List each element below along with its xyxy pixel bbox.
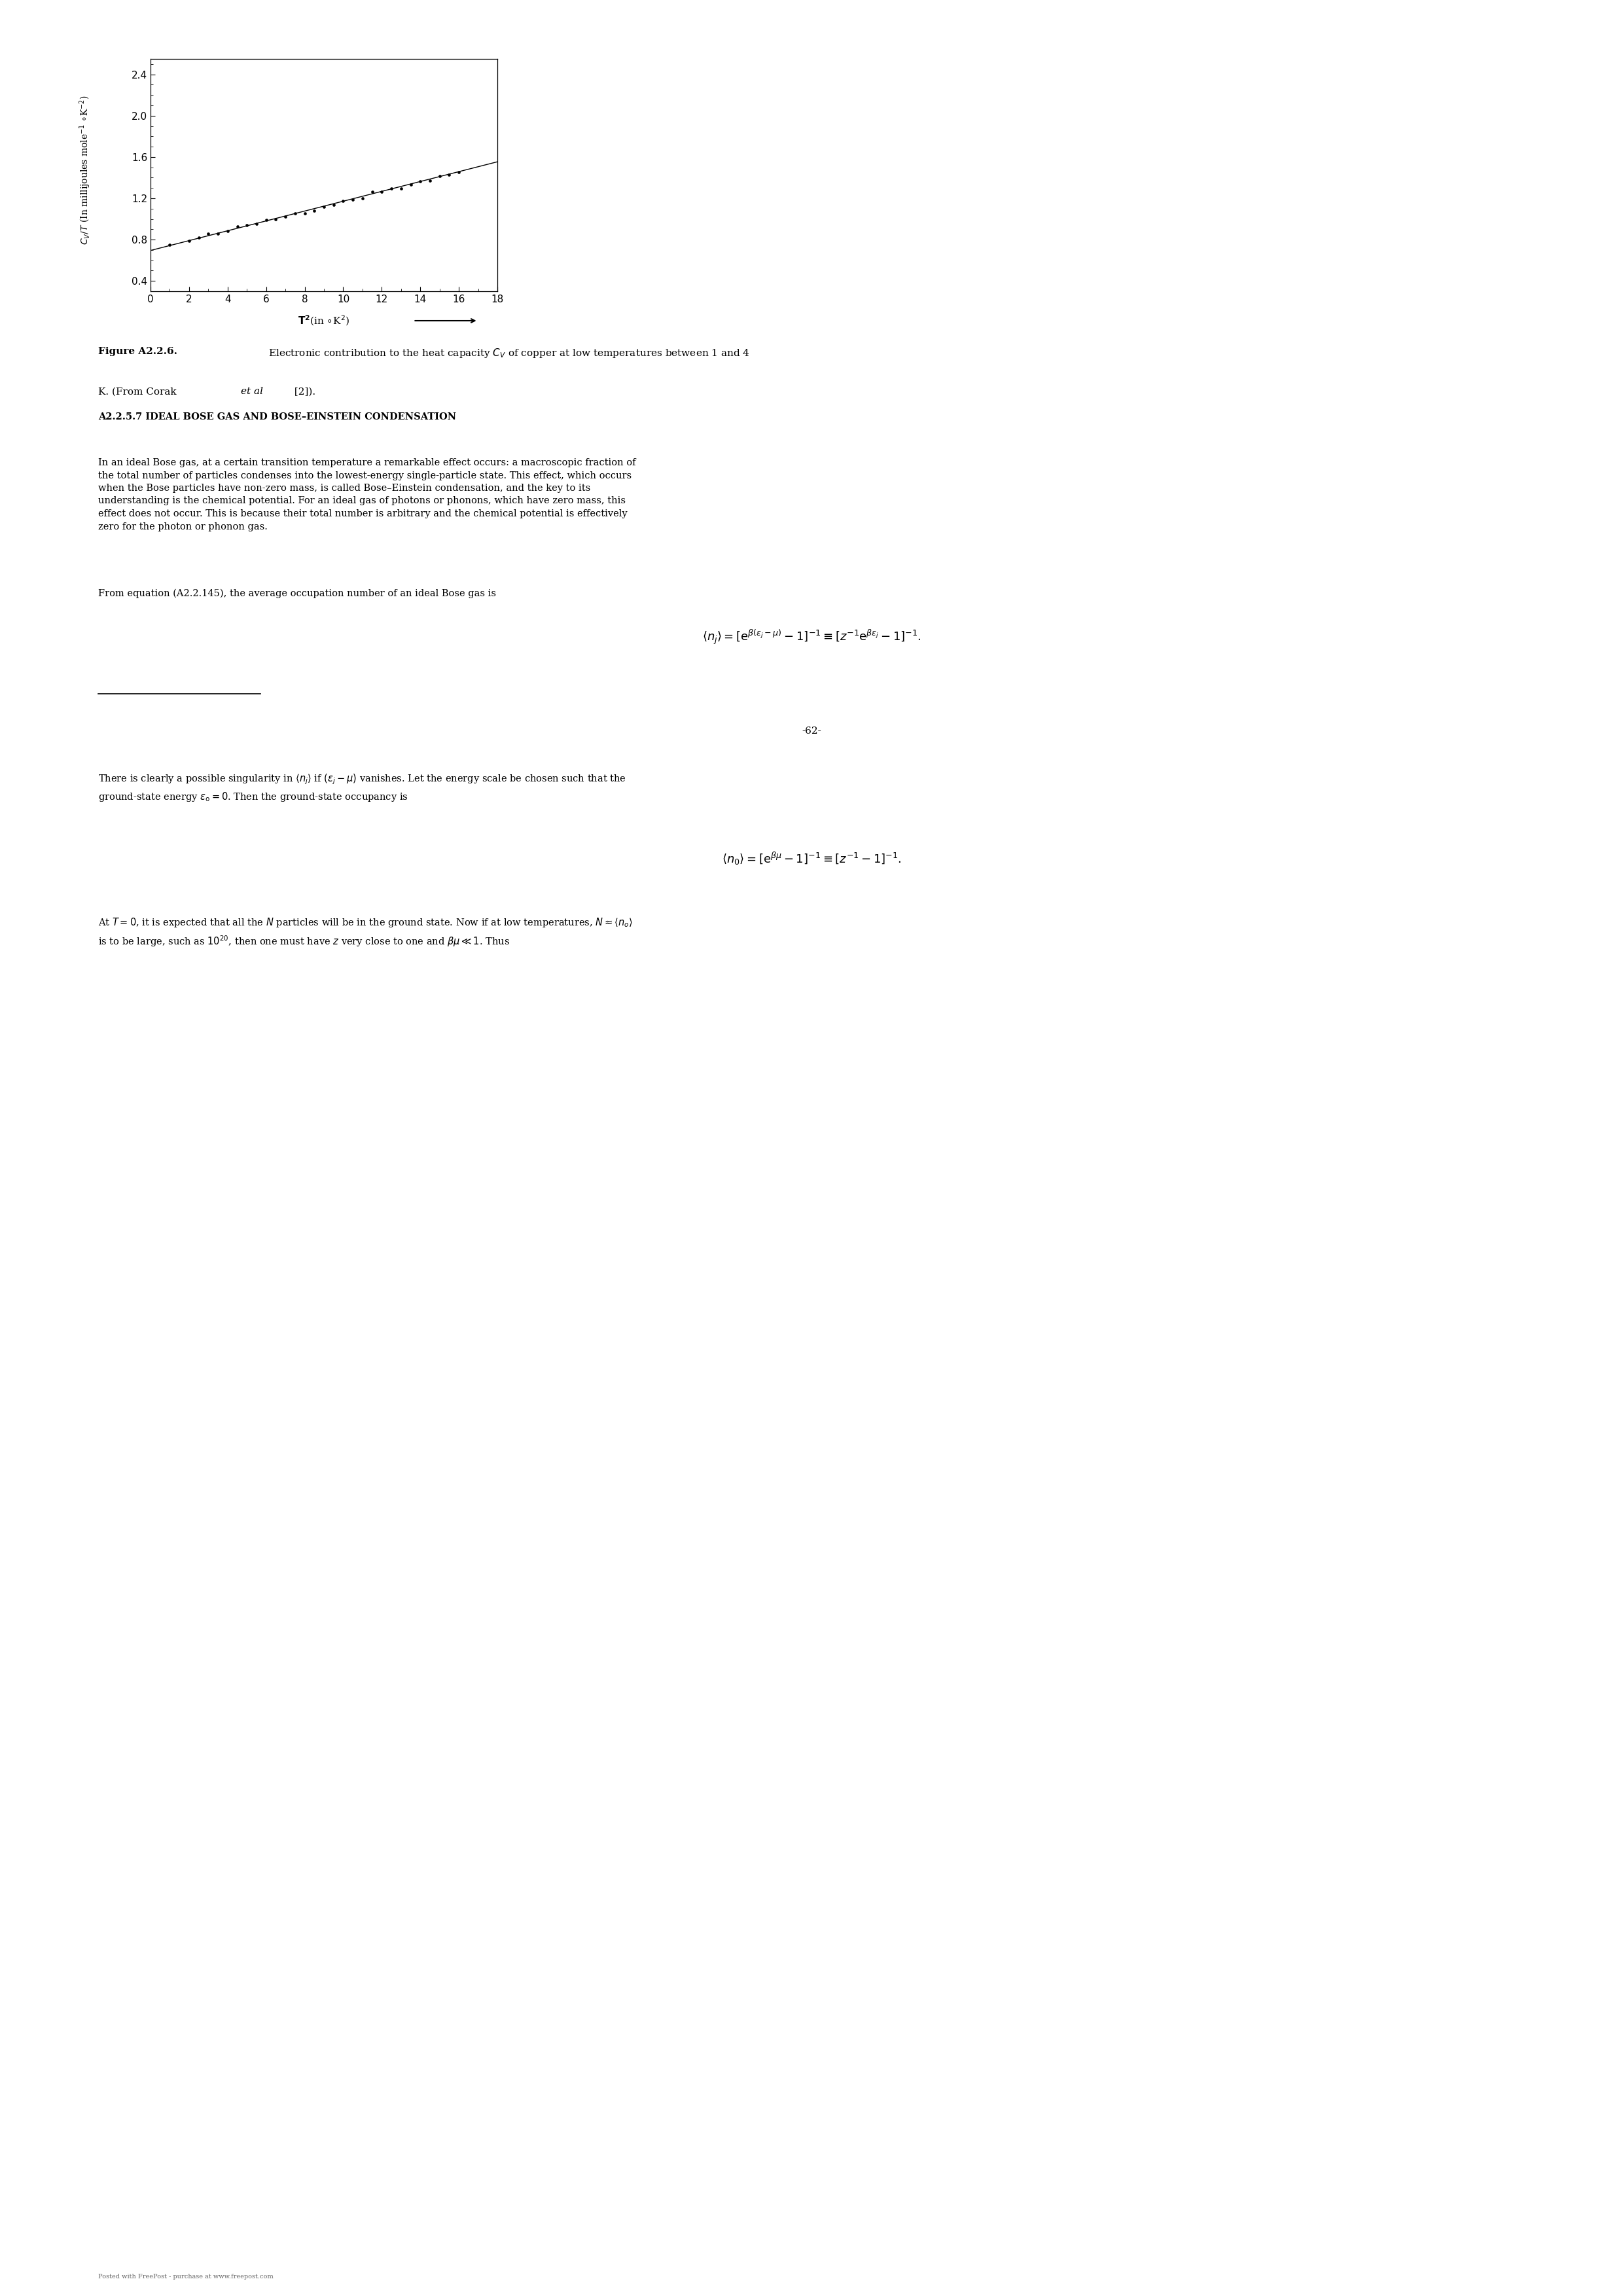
Text: $\langle n_j\rangle = [\mathrm{e}^{\beta(\varepsilon_j-\mu)}-1]^{-1}\equiv[z^{-1: $\langle n_j\rangle = [\mathrm{e}^{\beta…: [703, 629, 920, 645]
Text: $\langle n_0\rangle = [\mathrm{e}^{\beta\mu}-1]^{-1}\equiv[z^{-1}-1]^{-1}.$: $\langle n_0\rangle = [\mathrm{e}^{\beta…: [722, 852, 901, 866]
Text: Electronic contribution to the heat capacity $C_V$ of copper at low temperatures: Electronic contribution to the heat capa…: [268, 347, 750, 358]
Text: [2]).: [2]).: [291, 388, 315, 397]
Text: et al: et al: [240, 388, 263, 397]
Text: A2.2.5.7 IDEAL BOSE GAS AND BOSE–EINSTEIN CONDENSATION: A2.2.5.7 IDEAL BOSE GAS AND BOSE–EINSTEI…: [97, 413, 456, 422]
Text: K. (From Corak: K. (From Corak: [97, 388, 180, 397]
Text: There is clearly a possible singularity in $\langle n_j\rangle$ if $(\varepsilon: There is clearly a possible singularity …: [97, 771, 626, 804]
Text: $C_V/T$ (In millijoules mole$^{-1}$ $\circ$K$^{-2}$): $C_V/T$ (In millijoules mole$^{-1}$ $\ci…: [78, 96, 93, 246]
Text: At $T = 0$, it is expected that all the $N$ particles will be in the ground stat: At $T = 0$, it is expected that all the …: [97, 916, 633, 948]
Text: Posted with FreePost - purchase at www.freepost.com: Posted with FreePost - purchase at www.f…: [97, 2273, 273, 2280]
Text: In an ideal Bose gas, at a certain transition temperature a remarkable effect oc: In an ideal Bose gas, at a certain trans…: [97, 459, 636, 530]
Text: Figure A2.2.6.: Figure A2.2.6.: [97, 347, 177, 356]
Text: $\mathbf{T^2}$(in $\circ$K$^2$): $\mathbf{T^2}$(in $\circ$K$^2$): [299, 315, 351, 328]
Text: -62-: -62-: [802, 726, 821, 735]
Text: From equation (A2.2.145), the average occupation number of an ideal Bose gas is: From equation (A2.2.145), the average oc…: [97, 590, 497, 599]
